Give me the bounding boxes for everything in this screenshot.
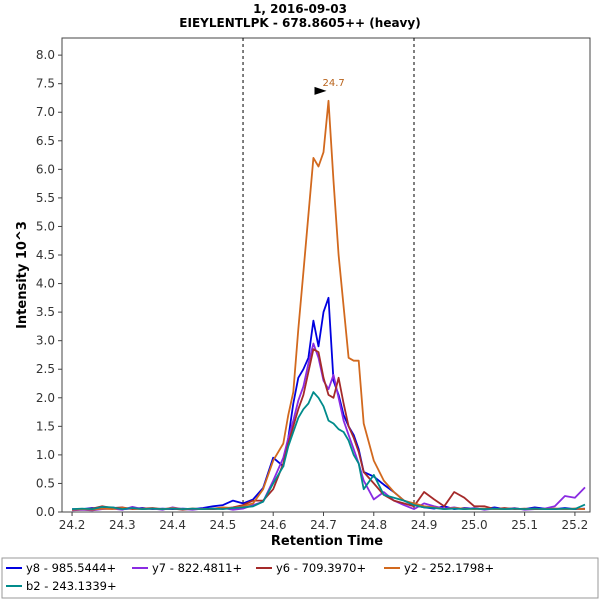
legend-entry-label: y6 - 709.3970+ xyxy=(276,561,366,575)
y-tick-label: 2.5 xyxy=(36,362,55,376)
y-tick-label: 0.5 xyxy=(36,476,55,490)
y-tick-label: 1.0 xyxy=(36,448,55,462)
x-tick-label: 24.6 xyxy=(260,518,287,532)
x-tick-label: 24.2 xyxy=(59,518,86,532)
legend-entry-label: y7 - 822.4811+ xyxy=(152,561,242,575)
legend-entry-label: y2 - 252.1798+ xyxy=(404,561,494,575)
peak-annotation: 24.7 xyxy=(314,78,345,95)
peak-label: 24.7 xyxy=(323,78,345,89)
legend-entry-label: b2 - 243.1339+ xyxy=(26,579,117,593)
integration-bounds xyxy=(242,38,415,512)
y-tick-label: 5.0 xyxy=(36,219,55,233)
y-tick-label: 5.5 xyxy=(36,191,55,205)
y-axis-label: Intensity 10^3 xyxy=(15,221,30,329)
y-tick-label: 4.0 xyxy=(36,277,55,291)
y-tick-label: 6.0 xyxy=(36,162,55,176)
y-tick-label: 4.5 xyxy=(36,248,55,262)
x-tick-label: 24.7 xyxy=(310,518,337,532)
chart-subtitle: EIEYLENTLPK - 678.8605++ (heavy) xyxy=(179,16,420,30)
x-axis-label: Retention Time xyxy=(271,534,383,549)
y-tick-label: 7.5 xyxy=(36,77,55,91)
y-tick-label: 0.0 xyxy=(36,505,55,519)
x-axis: 24.2 24.3 24.4 24.5 24.6 24.7 24.8 24.9 25.0 25.1… xyxy=(59,512,589,532)
y-tick-label: 3.5 xyxy=(36,305,55,319)
x-tick-label: 24.3 xyxy=(109,518,136,532)
x-tick-label: 25.0 xyxy=(461,518,488,532)
y-tick-label: 1.5 xyxy=(36,419,55,433)
series-line-b2 xyxy=(72,391,586,511)
legend-entry-label: y8 - 985.5444+ xyxy=(26,561,116,575)
x-tick-label: 24.5 xyxy=(210,518,237,532)
plot-area-frame xyxy=(61,37,591,513)
series-line-y7 xyxy=(72,342,586,512)
y-axis: 0.0 0.5 1.0 1.5 2.0 2.5 3.0 3.5 4.0 4.5 5.0 5.5 6.0 6… xyxy=(36,48,62,519)
x-tick-label: 24.4 xyxy=(159,518,186,532)
x-tick-label: 25.2 xyxy=(562,518,589,532)
x-tick-label: 25.1 xyxy=(511,518,538,532)
y-tick-label: 3.0 xyxy=(36,334,55,348)
series-lines xyxy=(72,99,586,512)
x-tick-label: 24.8 xyxy=(360,518,387,532)
series-line-y8 xyxy=(72,296,586,511)
y-tick-label: 6.5 xyxy=(36,134,55,148)
series-line-y6 xyxy=(72,348,586,511)
legend-frame xyxy=(1,557,599,599)
x-tick-label: 24.9 xyxy=(411,518,438,532)
y-tick-label: 7.0 xyxy=(36,105,55,119)
y-tick-label: 8.0 xyxy=(36,48,55,62)
chart-title: 1, 2016-09-03 xyxy=(253,2,347,16)
legend: y8 - 985.5444+ y7 - 822.4811+ y6 - 709.397… xyxy=(6,561,494,593)
y-tick-label: 2.0 xyxy=(36,391,55,405)
peak-arrow-icon xyxy=(314,86,327,95)
